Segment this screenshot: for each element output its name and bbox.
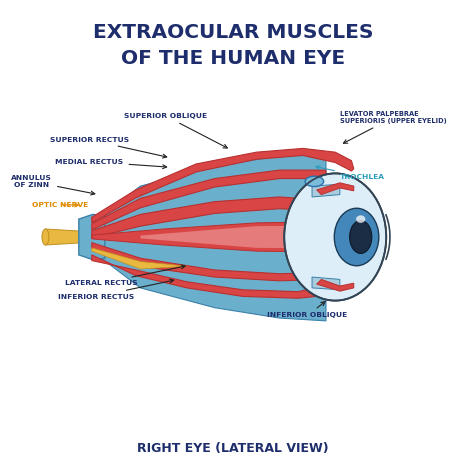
Text: TROCHLEA: TROCHLEA <box>316 165 385 180</box>
Text: INFERIOR RECTUS: INFERIOR RECTUS <box>58 279 173 300</box>
Polygon shape <box>317 279 354 291</box>
Ellipse shape <box>284 173 386 301</box>
Polygon shape <box>312 184 340 197</box>
Polygon shape <box>312 277 340 290</box>
Text: LEVATOR PALPEBRAE
SUPERIORIS (UPPER EYELID): LEVATOR PALPEBRAE SUPERIORIS (UPPER EYEL… <box>340 111 447 143</box>
Ellipse shape <box>305 176 324 187</box>
Text: LATERAL RECTUS: LATERAL RECTUS <box>65 265 185 286</box>
Text: RIGHT EYE (LATERAL VIEW): RIGHT EYE (LATERAL VIEW) <box>137 442 329 455</box>
Polygon shape <box>46 229 85 245</box>
Polygon shape <box>92 222 330 252</box>
Text: SUPERIOR RECTUS: SUPERIOR RECTUS <box>50 137 167 158</box>
Text: EXTRAOCULAR MUSCLES: EXTRAOCULAR MUSCLES <box>93 23 374 42</box>
Text: ANNULUS
OF ZINN: ANNULUS OF ZINN <box>11 175 95 195</box>
Ellipse shape <box>356 215 365 223</box>
Text: INFERIOR OBLIQUE: INFERIOR OBLIQUE <box>267 301 347 319</box>
Ellipse shape <box>350 220 372 254</box>
Polygon shape <box>92 243 330 281</box>
Polygon shape <box>140 226 326 248</box>
Text: OF THE HUMAN EYE: OF THE HUMAN EYE <box>121 49 345 68</box>
Polygon shape <box>317 183 354 195</box>
Ellipse shape <box>42 229 49 245</box>
Polygon shape <box>92 148 354 223</box>
Text: MEDIAL RECTUS: MEDIAL RECTUS <box>55 159 167 169</box>
Polygon shape <box>92 170 326 230</box>
Polygon shape <box>92 197 335 238</box>
Polygon shape <box>92 248 187 269</box>
Polygon shape <box>87 153 335 321</box>
Text: SUPERIOR OBLIQUE: SUPERIOR OBLIQUE <box>124 113 228 148</box>
Polygon shape <box>92 255 354 298</box>
Ellipse shape <box>334 208 379 266</box>
Text: OPTIC NERVE: OPTIC NERVE <box>32 202 88 208</box>
Polygon shape <box>79 214 105 260</box>
